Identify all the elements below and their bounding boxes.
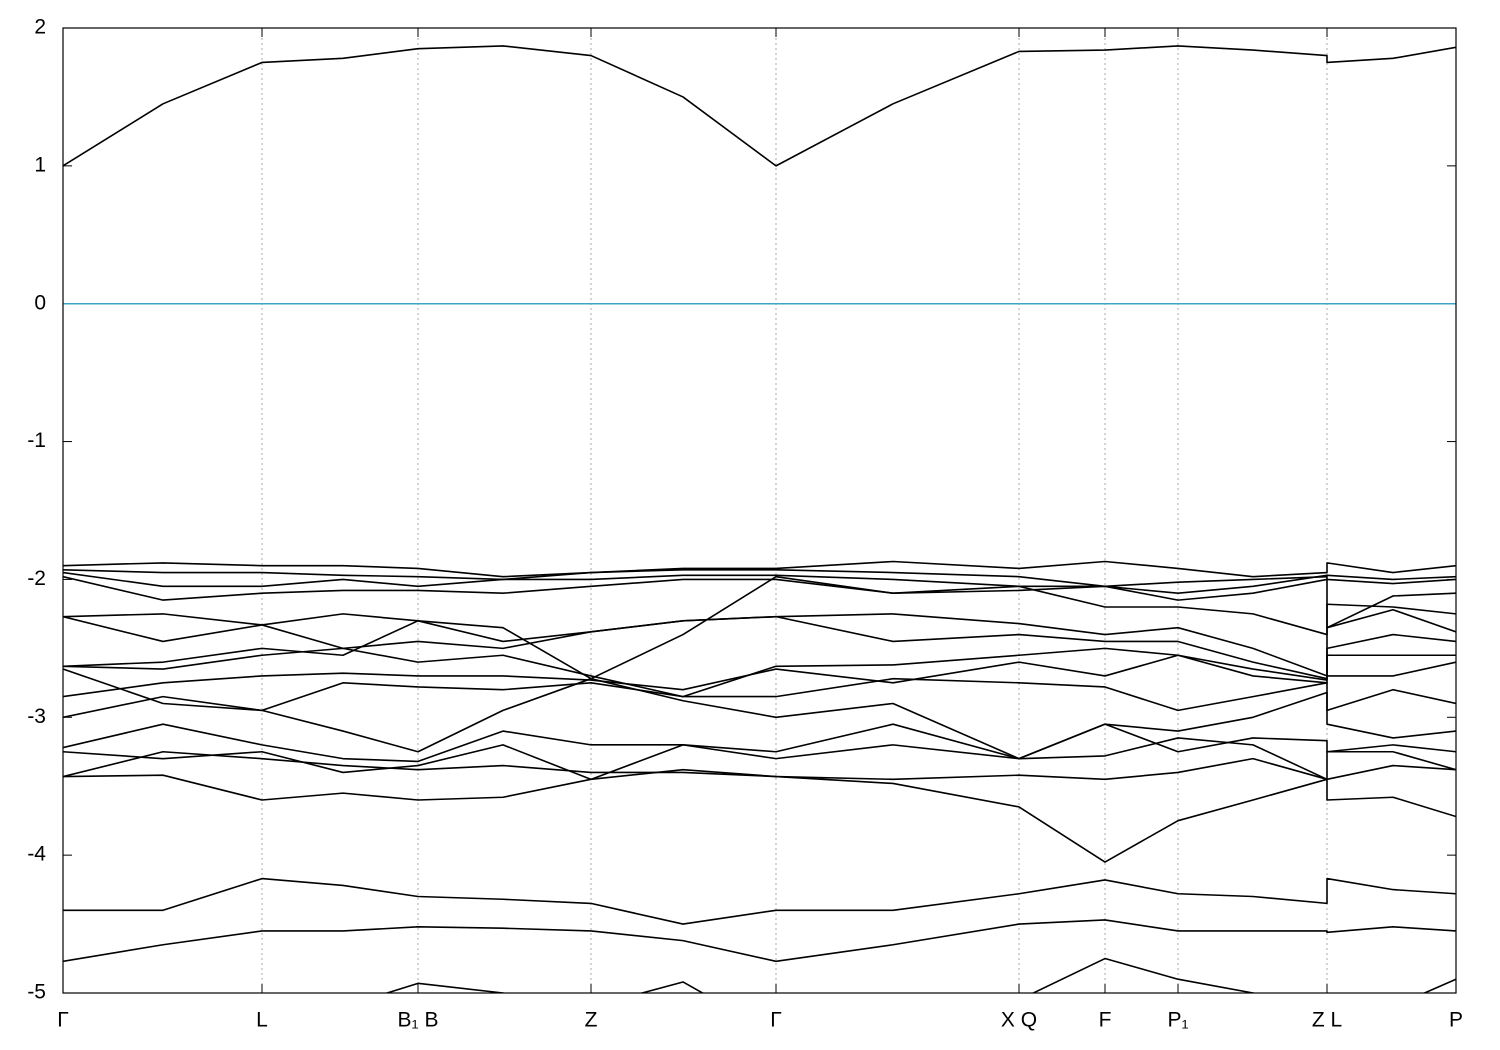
band-line [63, 757, 1456, 818]
bands [63, 45, 1456, 993]
band-line [63, 677, 1456, 760]
band-line [63, 654, 1456, 698]
x-tick-label: Z L [1312, 1009, 1342, 1032]
x-tick-label: P [1449, 1009, 1463, 1032]
plot-frame [62, 27, 1457, 994]
band-line [63, 560, 1456, 578]
band-line [63, 919, 1456, 963]
band-line [63, 575, 1456, 629]
y-tick-label: 0 [34, 291, 46, 314]
y-tick-label: -2 [27, 567, 46, 590]
band-line [63, 877, 1456, 925]
y-tick-label: 2 [34, 16, 46, 39]
band-line [63, 615, 1456, 680]
band-line [63, 737, 1456, 781]
y-tick-label: -1 [27, 429, 46, 452]
x-tick-label: B₁ B [398, 1009, 439, 1032]
band-line [63, 571, 1456, 588]
band-line [63, 45, 1456, 167]
band-line [63, 608, 1456, 677]
y-tick-label: -4 [27, 843, 46, 866]
band-line [63, 723, 1456, 763]
band-line [63, 568, 1456, 595]
x-tick-label: Γ [770, 1009, 782, 1032]
x-tick-label: F [1099, 1009, 1112, 1032]
y-tick-label: 1 [34, 153, 46, 176]
x-tick-label: Z [585, 1009, 598, 1032]
y-tick-label: -3 [27, 705, 46, 728]
band-line [63, 668, 1456, 712]
x-tick-label: Γ [57, 1009, 69, 1032]
band-line [63, 750, 1456, 863]
y-tick-label: -5 [27, 981, 46, 1004]
x-tick-label: L [256, 1009, 268, 1032]
x-tick-label: X Q [1001, 1009, 1037, 1032]
band-line [384, 957, 1456, 993]
x-tick-label: P₁ [1167, 1009, 1188, 1032]
